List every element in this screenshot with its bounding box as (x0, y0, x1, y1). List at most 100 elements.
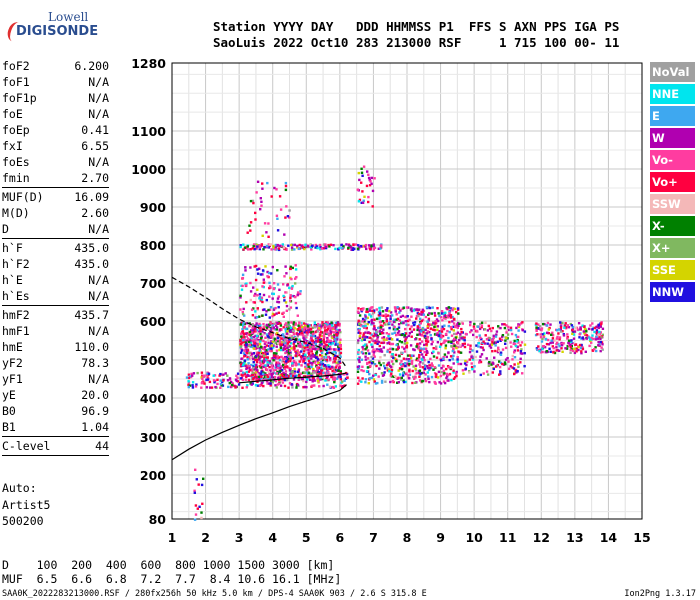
echo-point (447, 340, 450, 344)
param-row: yF1 N/A (2, 371, 109, 387)
echo-point (517, 341, 520, 344)
echo-point (492, 336, 495, 340)
echo-point (506, 337, 509, 340)
echo-point (515, 371, 518, 374)
echo-point (317, 366, 321, 369)
echo-point (581, 347, 585, 351)
echo-point (208, 380, 212, 384)
echo-point (391, 353, 394, 356)
echo-point (358, 379, 361, 382)
echo-point (447, 336, 450, 340)
echo-point (464, 332, 468, 336)
echo-point (432, 350, 435, 353)
auto-label: Auto: (2, 481, 37, 495)
echo-point (270, 195, 273, 198)
profile-uncertainty-dashed-line (171, 276, 348, 368)
echo-point (592, 337, 595, 341)
echo-point (259, 352, 262, 355)
echo-point (403, 350, 407, 353)
echo-point (277, 248, 281, 252)
echo-point (318, 336, 321, 339)
echo-point (374, 349, 377, 353)
echo-point (281, 375, 285, 378)
echo-point (362, 334, 365, 337)
echo-point (324, 245, 328, 249)
echo-point (356, 310, 360, 313)
echo-point (519, 344, 522, 347)
echo-point (334, 376, 337, 380)
echo-point (286, 342, 289, 345)
echo-point (254, 218, 257, 221)
echo-point (196, 507, 199, 510)
muf-value-row: MUF 6.5 6.6 6.8 7.2 7.7 8.4 10.6 16.1 [M… (2, 572, 342, 586)
echo-point (385, 367, 389, 370)
echo-point (298, 351, 301, 354)
echo-point (236, 380, 240, 383)
echo-point (298, 243, 301, 247)
echo-point (289, 267, 292, 271)
echo-point (332, 376, 335, 379)
echo-point (321, 358, 325, 362)
echo-point (245, 327, 249, 331)
echo-point (290, 347, 293, 350)
echo-point (367, 331, 370, 334)
echo-point (267, 271, 271, 275)
echo-point (597, 326, 601, 330)
echo-point (237, 383, 241, 386)
echo-point (386, 342, 389, 345)
echo-point (545, 324, 549, 327)
echo-point (329, 329, 332, 332)
echo-point (329, 332, 332, 335)
echo-point (267, 327, 271, 331)
echo-point (329, 243, 333, 246)
echo-point (430, 362, 433, 365)
echo-point (597, 340, 600, 344)
echo-point (439, 316, 443, 319)
echo-point (589, 339, 592, 343)
echo-point (249, 221, 253, 224)
echo-point (389, 364, 392, 368)
echo-point (488, 344, 491, 348)
echo-point (302, 329, 305, 332)
echo-point (470, 329, 473, 332)
echo-point (361, 325, 365, 328)
echo-point (308, 343, 312, 347)
echo-point (256, 353, 259, 357)
echo-point (484, 321, 487, 324)
echo-point (437, 312, 440, 315)
echo-point (275, 365, 278, 368)
echo-point (394, 328, 397, 331)
echo-point (335, 377, 339, 380)
echo-point (520, 341, 524, 344)
echo-point (403, 347, 406, 350)
echo-point (486, 329, 490, 332)
param-name: yF1 (2, 372, 23, 386)
echo-point (313, 334, 317, 338)
echo-point (523, 330, 527, 333)
echo-point (346, 376, 349, 379)
echo-point (334, 366, 338, 369)
echo-point (396, 317, 400, 321)
echo-point (320, 372, 323, 375)
echo-point (310, 354, 313, 357)
echo-point (432, 328, 435, 331)
echo-point (302, 359, 305, 363)
echo-point (359, 245, 363, 248)
echo-point (242, 323, 245, 326)
echo-point (447, 366, 451, 369)
echo-point (405, 336, 408, 339)
echo-point (388, 342, 392, 345)
param-name: C-level (2, 439, 51, 453)
echo-point (404, 364, 407, 368)
echo-point (390, 368, 394, 372)
echo-point (250, 378, 254, 381)
echo-point (317, 371, 321, 374)
echo-point (459, 351, 463, 354)
echo-point (535, 326, 538, 329)
echo-point (390, 342, 393, 346)
echo-point (304, 334, 308, 338)
echo-point (331, 336, 334, 340)
echo-point (551, 337, 555, 340)
echo-point (275, 214, 279, 217)
echo-point (283, 275, 286, 278)
